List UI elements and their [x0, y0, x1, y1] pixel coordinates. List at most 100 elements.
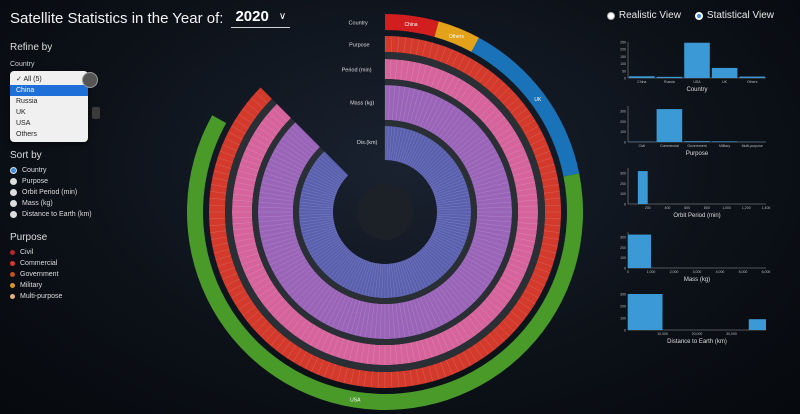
satellite-line: [411, 138, 431, 168]
satellite-line: [340, 298, 354, 332]
x-tick-label: China: [637, 80, 646, 84]
satellite-line: [317, 158, 345, 180]
satellite-line: [288, 271, 316, 295]
bar: [684, 42, 710, 78]
satellite-line: [337, 338, 345, 358]
satellite-line: [397, 36, 400, 53]
radio-selected-icon: [10, 167, 17, 174]
x-tick-label: 3,000: [693, 270, 702, 274]
satellite-line: [310, 286, 332, 315]
legend-heading: Purpose: [10, 232, 48, 243]
satellite-line: [404, 259, 419, 292]
satellite-line: [429, 292, 448, 323]
sort-option-distance[interactable]: Distance to Earth (km): [10, 211, 150, 218]
satellite-line: [434, 185, 467, 197]
satellite-line: [445, 75, 455, 94]
satellite-line: [451, 357, 459, 372]
sort-option-country[interactable]: Country: [10, 167, 150, 174]
x-tick-label: 400: [665, 206, 671, 210]
satellite-line: [261, 233, 296, 242]
y-tick-label: 0: [624, 329, 626, 333]
dropdown-option-usa[interactable]: USA: [10, 118, 88, 129]
satellite-line: [395, 59, 398, 80]
satellite-line: [540, 170, 557, 175]
satellite-line: [430, 169, 461, 187]
legend-item-commercial: Commercial: [10, 260, 150, 267]
radio-icon: [10, 178, 17, 185]
satellite-line: [535, 150, 551, 157]
satellite-line: [415, 253, 436, 282]
statistical-view-label: Statistical View: [706, 10, 774, 21]
country-dropdown[interactable]: ✓ All (5) China Russia UK USA Others: [10, 71, 100, 142]
satellite-line: [215, 255, 232, 260]
satellite-line: [505, 267, 525, 277]
sort-option-mass[interactable]: Mass (kg): [10, 200, 150, 207]
satellite-line: [444, 281, 468, 309]
satellite-line: [410, 342, 416, 363]
satellite-line: [416, 92, 430, 126]
satellite-line: [434, 227, 467, 239]
satellite-line: [225, 138, 240, 146]
y-tick-label: 100: [620, 130, 626, 134]
satellite-line: [222, 273, 238, 280]
satellite-line: [514, 176, 534, 182]
satellite-line: [255, 320, 268, 332]
dropdown-scroll-handle[interactable]: [92, 107, 100, 119]
year-select[interactable]: 2020 ∨: [231, 8, 291, 28]
dropdown-option-others[interactable]: Others: [10, 129, 88, 140]
satellite-line: [399, 86, 406, 122]
satellite-line: [432, 231, 465, 246]
satellite-line: [269, 158, 302, 174]
satellite-line: [241, 257, 261, 266]
realistic-view-radio[interactable]: Realistic View: [606, 10, 681, 21]
satellite-line: [544, 218, 561, 220]
dropdown-option-uk[interactable]: UK: [10, 107, 88, 118]
satellite-line: [267, 163, 301, 177]
satellite-line: [473, 177, 508, 188]
satellite-line: [435, 191, 469, 201]
dropdown-option-russia[interactable]: Russia: [10, 96, 88, 107]
satellite-line: [459, 137, 488, 159]
satellite-line: [396, 128, 406, 162]
satellite-line: [319, 155, 346, 179]
satellite-line: [410, 61, 416, 82]
satellite-line: [261, 290, 278, 303]
legend-label: Military: [20, 282, 43, 289]
satellite-line: [426, 293, 443, 326]
satellite-line: [292, 348, 302, 363]
satellite-line: [398, 261, 409, 295]
satellite-line: [497, 324, 510, 337]
dropdown-toggle-knob[interactable]: [82, 72, 98, 88]
dropdown-option-china[interactable]: China: [10, 85, 88, 96]
dropdown-option-all[interactable]: ✓ All (5): [16, 76, 42, 83]
satellite-line: [535, 267, 551, 274]
satellite-line: [360, 343, 365, 364]
satellite-line: [301, 191, 335, 201]
sort-option-period[interactable]: Orbit Period (min): [10, 189, 150, 196]
satellite-line: [432, 290, 452, 321]
statistical-view-radio[interactable]: Statistical View: [694, 10, 774, 21]
sort-option-purpose[interactable]: Purpose: [10, 178, 150, 185]
satellite-line: [424, 155, 451, 179]
satellite-line: [517, 114, 532, 124]
option-label: UK: [16, 109, 26, 116]
purpose-histogram: 0 100 200 300 Civil Commercial Government Milit…: [620, 106, 766, 157]
bar: [629, 76, 655, 78]
satellite-line: [486, 112, 502, 126]
satellite-line: [275, 337, 287, 351]
satellite-line: [435, 195, 470, 203]
radio-icon: [10, 211, 17, 218]
satellite-line: [426, 161, 455, 182]
satellite-line: [234, 295, 249, 305]
satellite-line: [264, 117, 281, 130]
x-tick-label: 1,400: [762, 206, 771, 210]
satellite-line: [209, 224, 226, 227]
satellite-line: [411, 256, 431, 286]
satellite-line: [436, 208, 471, 211]
sort-option-label: Purpose: [22, 178, 49, 185]
satellite-line: [452, 125, 479, 150]
satellite-line: [233, 227, 253, 231]
satellite-line: [408, 258, 425, 289]
satellite-line: [466, 253, 499, 270]
